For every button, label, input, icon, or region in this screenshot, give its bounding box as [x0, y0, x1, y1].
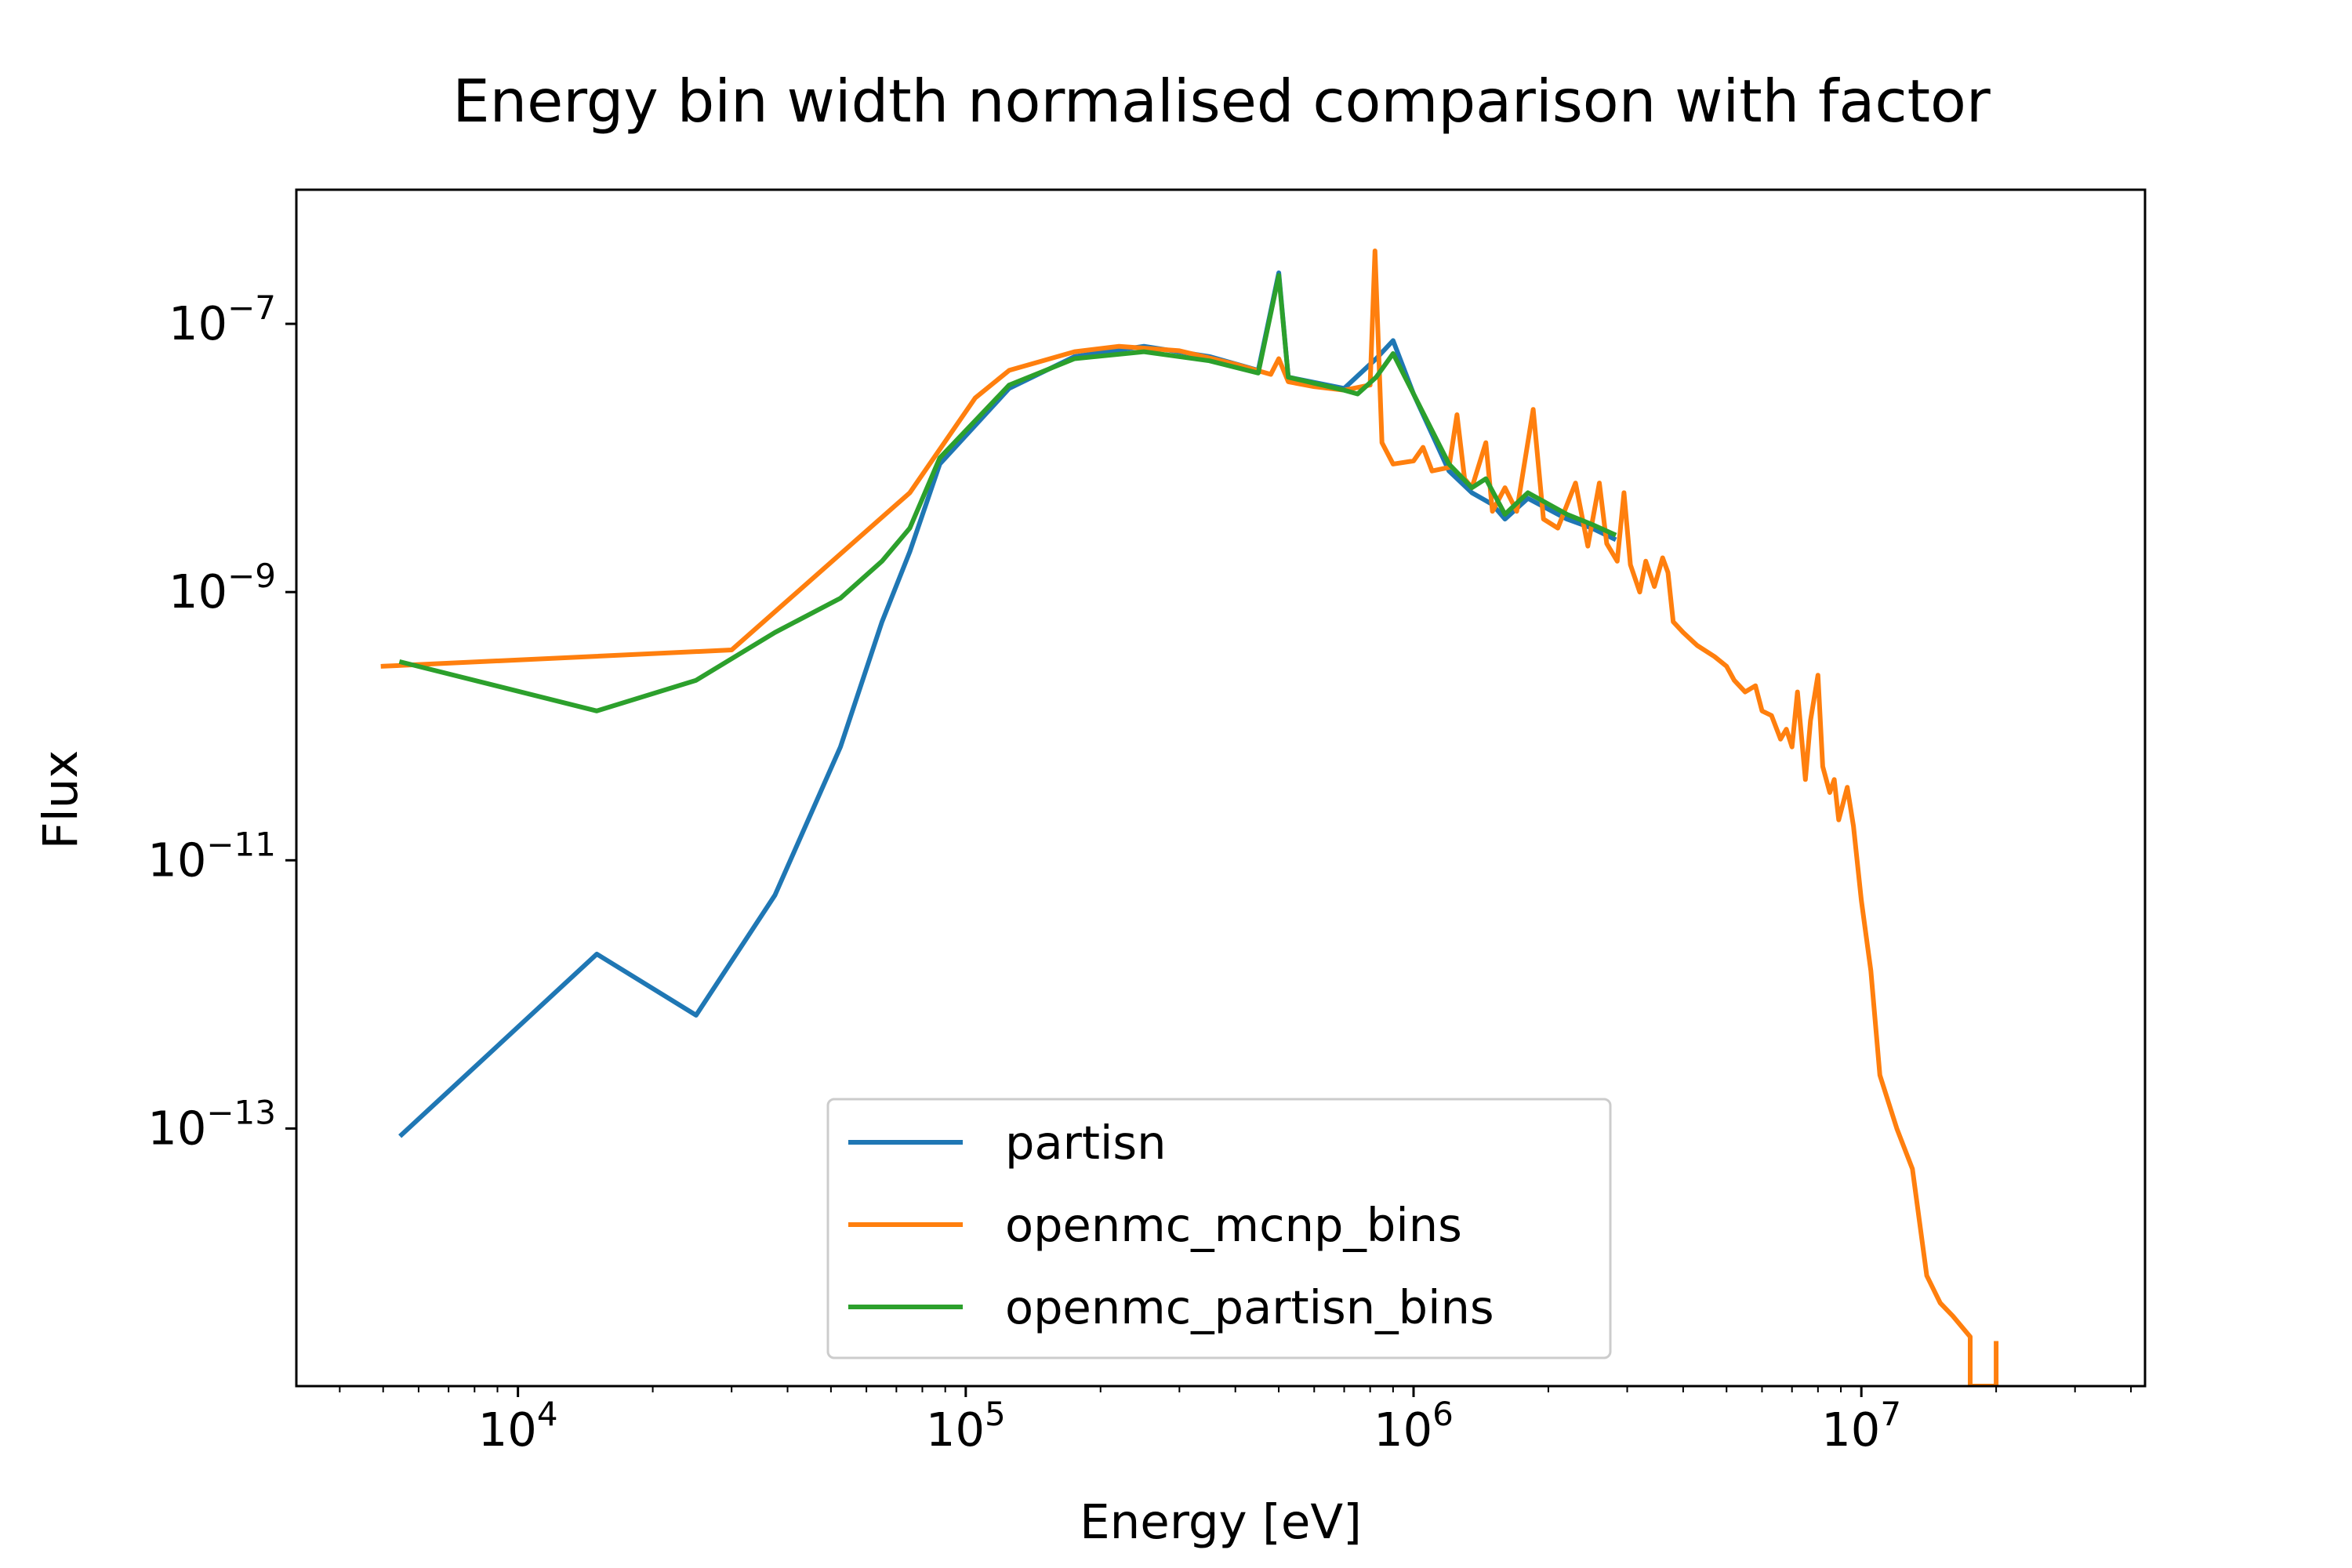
legend-label: openmc_mcnp_bins [1005, 1198, 1462, 1252]
legend: partisn openmc_mcnp_bins openmc_partisn_bi… [826, 1098, 1612, 1359]
legend-entries: partisn openmc_mcnp_bins openmc_partisn_bi… [848, 1116, 1494, 1334]
x-tick-label: 105 [926, 1395, 1006, 1457]
plot-frame [295, 188, 2147, 1388]
x-axis-ticks: 104 105 106 107 [339, 1386, 2132, 1457]
y-tick-label: 10−11 [147, 825, 276, 887]
legend-label: openmc_partisn_bins [1005, 1280, 1494, 1334]
x-tick-label: 104 [478, 1395, 558, 1457]
y-axis-ticks: 10−13 10−11 10−9 10−7 [147, 289, 296, 1155]
x-axis-label: Energy [eV] [1080, 1494, 1362, 1550]
y-tick-label: 10−7 [169, 289, 276, 350]
legend-label: partisn [1005, 1116, 1167, 1170]
x-tick-label: 107 [1821, 1395, 1901, 1457]
series-line-partisn [398, 270, 1617, 1138]
x-tick-label: 106 [1374, 1395, 1454, 1457]
y-axis-label: Flux [33, 750, 89, 850]
chart-title: Energy bin width normalised comparison w… [452, 67, 1991, 136]
plot-lines [380, 249, 1999, 1386]
y-tick-label: 10−9 [169, 557, 276, 619]
y-tick-label: 10−13 [147, 1093, 276, 1155]
legend-box [826, 1098, 1612, 1359]
series-line-openmc-partisn-bins [398, 273, 1617, 713]
